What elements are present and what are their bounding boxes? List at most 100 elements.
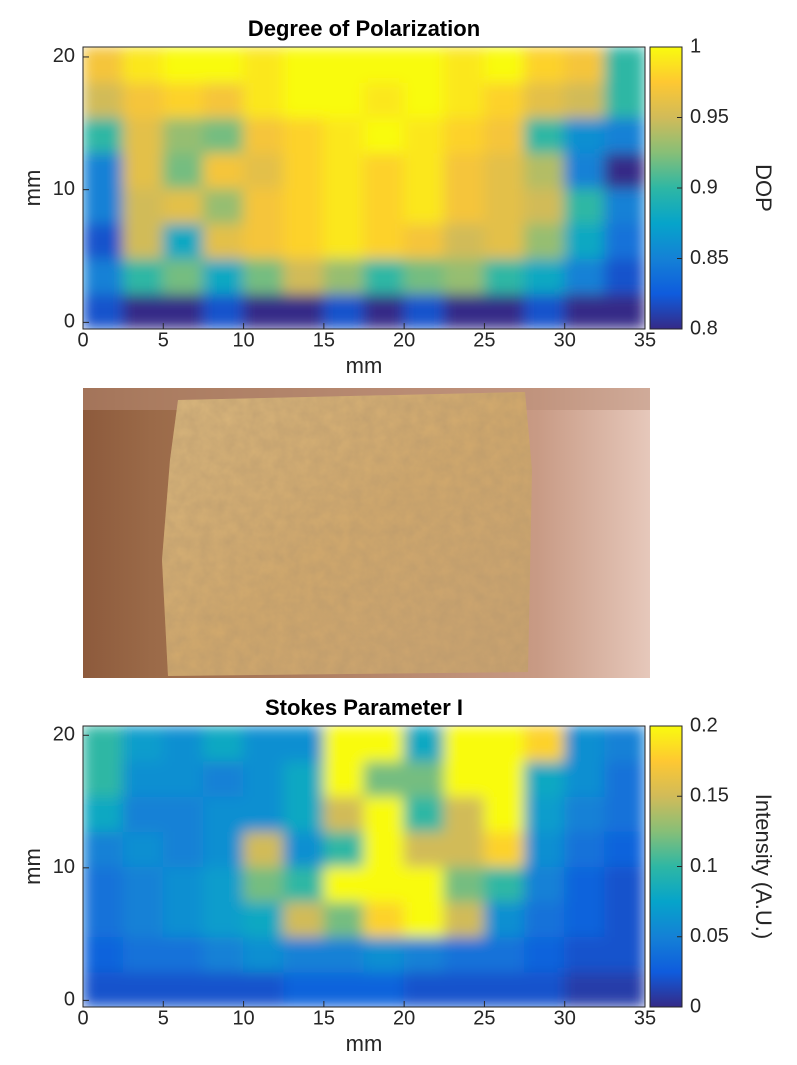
heatmap-cell xyxy=(323,81,365,118)
heatmap-cell xyxy=(564,293,606,329)
colorbar-label: Intensity (A.U.) xyxy=(751,794,776,939)
heatmap-cell xyxy=(162,866,204,903)
heatmap-cell xyxy=(162,795,204,832)
heatmap-cell xyxy=(122,222,164,259)
heatmap: Degree of Polarization 0 5 10 15 20 25 30 35 0 10 2… xyxy=(20,16,776,378)
heatmap-cell xyxy=(604,293,645,329)
heatmap-cell xyxy=(122,866,164,903)
y-axis-label: mm xyxy=(20,170,45,207)
x-tick-label: 25 xyxy=(473,1007,495,1029)
heatmap-cell xyxy=(202,760,245,797)
heatmap-cell xyxy=(162,293,204,329)
heatmap-cell xyxy=(564,117,606,154)
y-tick-label: 0 xyxy=(64,989,75,1011)
heatmap-cell xyxy=(564,222,606,259)
heatmap-cell xyxy=(604,258,645,295)
heatmap-cell xyxy=(283,81,325,118)
heatmap-cell xyxy=(483,726,526,762)
heatmap-cell xyxy=(403,830,445,867)
heatmap-cell xyxy=(604,152,645,189)
heatmap-cell xyxy=(83,222,124,259)
heatmap-cell xyxy=(524,795,566,832)
colorbar-tick-label: 0.9 xyxy=(690,176,718,198)
colorbar-tick-label: 0 xyxy=(690,995,701,1017)
x-tick-label: 20 xyxy=(393,329,415,351)
heatmap-cell xyxy=(162,936,204,973)
heatmap-cell xyxy=(564,81,606,118)
heatmap-cell xyxy=(403,117,445,154)
heatmap-cell xyxy=(363,152,405,189)
heatmap-cell xyxy=(243,293,285,329)
heatmap-cell xyxy=(323,971,365,1007)
heatmap-cell xyxy=(443,293,485,329)
y-tick-label: 20 xyxy=(53,45,75,67)
heatmap-cell xyxy=(403,293,445,329)
heatmap-cell xyxy=(564,152,606,189)
heatmap-cell xyxy=(403,152,445,189)
heatmap-cell xyxy=(202,795,245,832)
heatmap-cell xyxy=(243,47,285,83)
heatmap-cell xyxy=(363,866,405,903)
heatmap-cell xyxy=(403,971,445,1007)
heatmap-cell xyxy=(483,936,526,973)
colorbar-tick-label: 0.05 xyxy=(690,925,729,947)
heatmap-cell xyxy=(162,152,204,189)
x-tick-label: 30 xyxy=(554,329,576,351)
heatmap-cell xyxy=(443,187,485,224)
heatmap-cell xyxy=(283,795,325,832)
heatmap-cell xyxy=(524,901,566,938)
heatmap-cell xyxy=(403,726,445,762)
heatmap-cell xyxy=(363,258,405,295)
heatmap-cell xyxy=(243,117,285,154)
heatmap-cell xyxy=(564,830,606,867)
heatmap-cell xyxy=(243,760,285,797)
heatmap-cell xyxy=(243,81,285,118)
heatmap-cell xyxy=(283,936,325,973)
heatmap-cell xyxy=(243,866,285,903)
chart-title: Degree of Polarization xyxy=(248,16,480,41)
x-axis-label: mm xyxy=(346,1031,383,1056)
heatmap-cell xyxy=(122,293,164,329)
heatmap-cell xyxy=(483,830,526,867)
heatmap-cell xyxy=(122,795,164,832)
heatmap-cell xyxy=(323,117,365,154)
heatmap-cell xyxy=(363,830,405,867)
heatmap-cell xyxy=(443,936,485,973)
heatmap-cell xyxy=(83,901,124,938)
x-tick-label: 20 xyxy=(393,1007,415,1029)
heatmap-cell xyxy=(323,222,365,259)
chart-title: Stokes Parameter I xyxy=(265,695,463,720)
x-axis-label: mm xyxy=(346,353,383,378)
heatmap-cell xyxy=(483,258,526,295)
heatmap-cell xyxy=(564,258,606,295)
heatmap-cell xyxy=(122,830,164,867)
heatmap-cell xyxy=(363,293,405,329)
heatmap-cell xyxy=(202,901,245,938)
heatmap-cell xyxy=(564,187,606,224)
heatmap-cell xyxy=(564,901,606,938)
heatmap-cell xyxy=(283,726,325,762)
heatmap-cell xyxy=(323,726,365,762)
heatmap-cell xyxy=(443,830,485,867)
x-tick-label: 10 xyxy=(232,329,254,351)
y-tick-label: 10 xyxy=(53,856,75,878)
heatmap-cell xyxy=(202,258,245,295)
heatmap-cell xyxy=(83,760,124,797)
heatmap-cell xyxy=(564,795,606,832)
colorbar-tick-label: 0.8 xyxy=(690,317,718,339)
heatmap-cell xyxy=(604,936,645,973)
colorbar-tick-label: 0.1 xyxy=(690,855,718,877)
heatmap-cell xyxy=(323,187,365,224)
x-tick-label: 5 xyxy=(158,329,169,351)
heatmap-cell xyxy=(122,258,164,295)
heatmap-cell xyxy=(363,795,405,832)
heatmap-cell xyxy=(363,117,405,154)
heatmap-cell xyxy=(604,47,645,83)
heatmap-cell xyxy=(83,830,124,867)
heatmap-cell xyxy=(443,971,485,1007)
heatmap-cell xyxy=(564,936,606,973)
heatmap-cell xyxy=(83,795,124,832)
heatmap-cell xyxy=(162,726,204,762)
heatmap-cell xyxy=(524,971,566,1007)
cells xyxy=(83,726,645,1007)
